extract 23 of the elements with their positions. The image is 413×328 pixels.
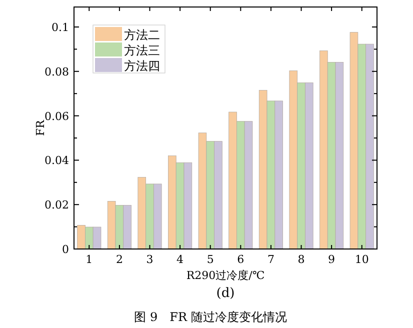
y-tick-label: 0.08 [44,65,69,78]
x-axis-title: R290过冷度/℃ [186,269,265,282]
x-tick-label: 3 [146,253,154,266]
legend-label: 方法四 [124,59,160,73]
y-tick-label: 0.06 [44,110,69,123]
caption: 图 9 FR 随过冷度变化情况 [134,310,287,324]
legend-label: 方法二 [124,28,160,42]
y-tick-label: 0.04 [44,154,69,168]
x-tick-label: 2 [116,253,123,266]
x-tick-label: 8 [298,253,305,266]
y-tick-label: 0.02 [44,198,69,212]
x-tick-label: 1 [86,253,93,266]
x-tick-label: 6 [237,253,244,266]
text: (d) [216,286,235,301]
x-tick-label: 4 [176,253,184,266]
y-axis-title: FR [34,119,47,136]
legend-label: 方法三 [124,44,160,58]
x-tick-label: 10 [354,253,369,266]
x-tick-label: 9 [328,253,336,266]
y-tick-label: 0 [62,243,69,256]
x-tick-label: 5 [206,253,214,266]
x-tick-label: 7 [267,253,274,266]
y-tick-label: 0.1 [52,20,69,34]
